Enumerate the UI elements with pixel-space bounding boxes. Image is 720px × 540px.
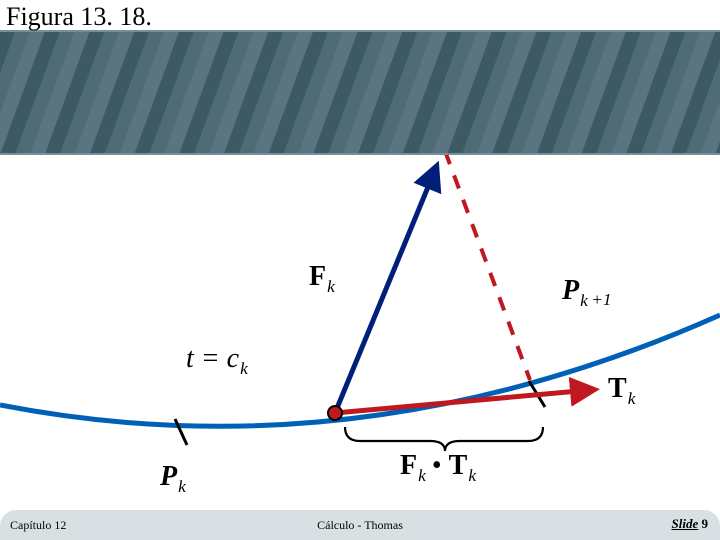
diagram: Fk Pk +1 t = ck Tk Fk • Tk Pk [0,155,720,510]
diagram-svg [0,155,720,510]
brace [345,427,543,451]
dashed-projection [445,155,530,380]
force-vector-fk [335,170,435,413]
footer-center: Cálculo - Thomas [0,518,720,533]
slide-header: Figura 13. 18. [0,0,720,155]
figure-title: Figura 13. 18. [6,2,152,32]
point-anchor-red [329,407,341,419]
label-fk: Fk [309,263,334,295]
label-pk: Pk [160,463,185,495]
header-background [0,30,720,155]
slide-footer: Capítulo 12 Cálculo - Thomas Slide 9 [0,510,720,540]
footer-right: Slide 9 [672,516,708,532]
label-fktk: Fk • Tk [400,452,475,484]
label-tck: t = ck [186,345,247,377]
tangent-vector-tk [335,390,590,413]
tick-pk [175,419,187,445]
label-pk1: Pk +1 [562,277,612,309]
label-tk: Tk [608,375,634,407]
